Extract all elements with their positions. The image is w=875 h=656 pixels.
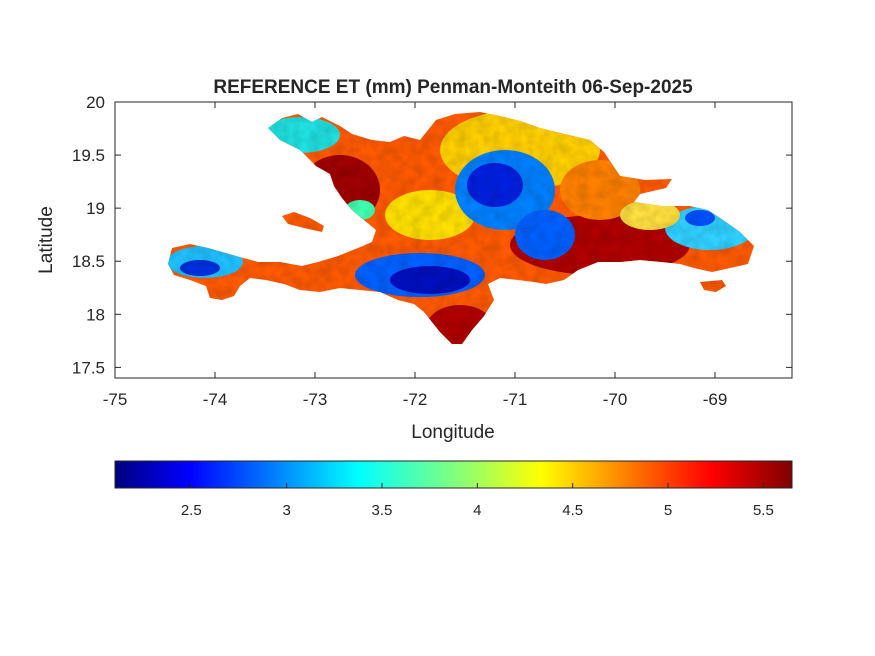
y-tick-label: 19.5: [72, 146, 105, 165]
y-ticks: 17.5 18 18.5 19 19.5 20: [72, 93, 792, 377]
colorbar-ticks: 2.5 3 3.5 4 4.5 5 5.5: [181, 483, 774, 519]
colorbar-tick-label: 4.5: [562, 502, 583, 519]
x-axis-label: Longitude: [411, 422, 494, 443]
x-tick-label: -75: [103, 390, 128, 409]
y-tick-label: 18.5: [72, 252, 105, 271]
colorbar-tick-label: 3: [282, 502, 290, 519]
x-tick-label: -74: [203, 390, 228, 409]
x-ticks: -75 -74 -73 -72 -71 -70 -69: [103, 102, 728, 409]
x-tick-label: -70: [603, 390, 628, 409]
x-tick-label: -69: [703, 390, 728, 409]
plot-axes: -75 -74 -73 -72 -71 -70 -69 17.5 18 18.5 19 19.5 20: [72, 93, 793, 409]
y-tick-label: 19: [86, 199, 105, 218]
y-tick-label: 20: [86, 93, 105, 112]
colorbar-tick-label: 4: [473, 502, 481, 519]
x-tick-label: -72: [403, 390, 428, 409]
colorbar-tick-label: 5.5: [753, 502, 774, 519]
colorbar-tick-label: 3.5: [372, 502, 393, 519]
y-tick-label: 18: [86, 305, 105, 324]
y-tick-label: 17.5: [72, 358, 105, 377]
x-tick-label: -73: [303, 390, 328, 409]
colorbar-tick-label: 2.5: [181, 502, 202, 519]
colorbar: 2.5 3 3.5 4 4.5 5 5.5: [114, 460, 793, 519]
colorbar-gradient: [114, 460, 793, 489]
x-tick-label: -71: [503, 390, 528, 409]
colorbar-tick-label: 5: [664, 502, 672, 519]
map-title: REFERENCE ET (mm) Penman-Monteith 06-Sep…: [213, 77, 693, 98]
y-axis-label: Latitude: [36, 206, 57, 274]
